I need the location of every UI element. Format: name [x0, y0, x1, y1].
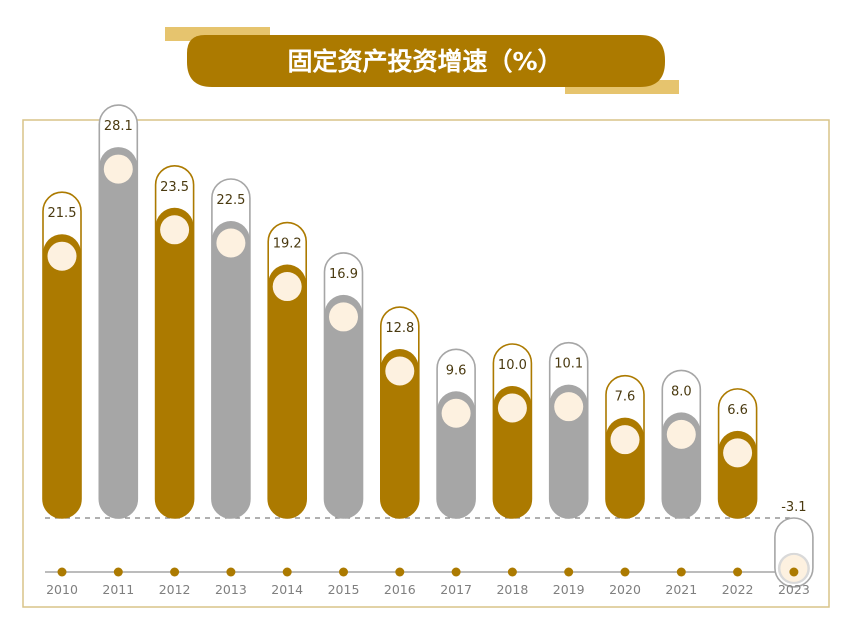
value-label: 12.8: [385, 321, 414, 336]
x-tick-label: 2022: [722, 582, 754, 597]
x-tick-label: 2023: [778, 582, 810, 597]
axis-tick-dot: [733, 567, 743, 577]
bar: [380, 349, 419, 518]
bar-group-2013: 22.5: [211, 178, 251, 519]
axis-tick-dot: [226, 567, 236, 577]
value-label: 10.1: [554, 357, 583, 372]
value-label: 22.5: [216, 193, 245, 208]
axis-tick-dot: [282, 567, 292, 577]
axis-tick-dot: [676, 567, 686, 577]
bar-circle: [497, 393, 527, 423]
title-banner: 固定资产投资增速（%）: [165, 27, 679, 94]
axis-tick-dot: [507, 567, 517, 577]
x-tick-label: 2011: [102, 582, 134, 597]
chart-frame: [22, 119, 830, 608]
bar-group-2022: 6.6: [717, 388, 758, 519]
bar-circle: [160, 215, 190, 245]
value-label: 21.5: [48, 206, 77, 221]
bar-group-2014: 19.2: [267, 221, 308, 519]
axis-tick-dot: [339, 567, 348, 577]
bar-circle: [103, 154, 133, 184]
value-label: 23.5: [160, 180, 189, 195]
x-tick-label: 2014: [271, 582, 303, 597]
x-tick-label: 2010: [46, 582, 78, 597]
bar-circle: [272, 272, 302, 302]
axis-tick-dot: [451, 567, 461, 577]
x-tick-label: 2020: [609, 582, 641, 597]
value-label: -3.1: [781, 500, 806, 515]
bar-group-2018: 10.0: [492, 343, 533, 519]
bar-group-2012: 23.5: [154, 165, 195, 519]
axis-tick-dot: [789, 567, 799, 577]
bar-circle: [385, 356, 415, 386]
bar: [99, 147, 138, 518]
bar-circle: [723, 438, 753, 468]
chart-title: 固定资产投资增速（%）: [287, 47, 562, 76]
axis-tick-dot: [620, 567, 630, 577]
bar: [324, 294, 363, 518]
bar-group-2017: 9.6: [436, 348, 476, 519]
x-tick-label: 2016: [384, 582, 416, 597]
x-ticks-group: 2010 2011 2012 2013 2014 2015 2016 2017 2018 2019…: [46, 567, 810, 597]
bars-group: 21.5 28.1 23.5 22.5 19.2 16.9 12.8 9.6 10.0 10.1 7…: [42, 104, 814, 588]
bar: [268, 264, 307, 518]
bar-group-2020: 7.6: [605, 374, 645, 519]
value-label: 10.0: [498, 358, 527, 373]
x-tick-label: 2021: [665, 582, 697, 597]
bar-circle: [610, 425, 640, 455]
x-tick-label: 2012: [159, 582, 191, 597]
axis-tick-dot: [113, 567, 123, 577]
x-tick-label: 2015: [328, 582, 360, 597]
bar: [549, 384, 588, 518]
bar-group-2021: 8.0: [661, 369, 702, 519]
bar-circle: [216, 228, 246, 258]
x-tick-label: 2019: [553, 582, 585, 597]
bar-group-2019: 10.1: [548, 341, 589, 519]
axis-tick-dot: [564, 567, 574, 577]
bar-group-2016: 12.8: [379, 306, 420, 519]
bar-circle: [47, 241, 77, 271]
axis-tick-dot: [57, 567, 67, 577]
axis-tick-dot: [170, 567, 180, 577]
bar-group-2010: 21.5: [42, 191, 82, 519]
bar-circle: [329, 302, 358, 332]
x-tick-label: 2018: [496, 582, 528, 597]
bar-circle: [441, 398, 471, 428]
bar-group-2011: 28.1: [98, 104, 139, 519]
value-label: 9.6: [446, 363, 467, 378]
bar-circle: [666, 419, 696, 449]
bar: [211, 221, 250, 518]
x-tick-label: 2013: [215, 582, 247, 597]
bar-group-2015: 16.9: [323, 252, 364, 519]
x-tick-label: 2017: [440, 582, 472, 597]
value-label: 7.6: [615, 390, 636, 405]
bar-circle: [554, 392, 584, 422]
value-label: 6.6: [727, 403, 748, 418]
title-banner-shape: [187, 35, 665, 87]
bar: [43, 234, 81, 518]
bar: [493, 386, 532, 518]
bar: [155, 207, 194, 519]
value-label: 16.9: [329, 267, 358, 282]
value-label: 19.2: [273, 237, 302, 252]
value-label: 28.1: [104, 119, 133, 134]
axis-tick-dot: [395, 567, 405, 577]
value-label: 8.0: [671, 384, 692, 399]
